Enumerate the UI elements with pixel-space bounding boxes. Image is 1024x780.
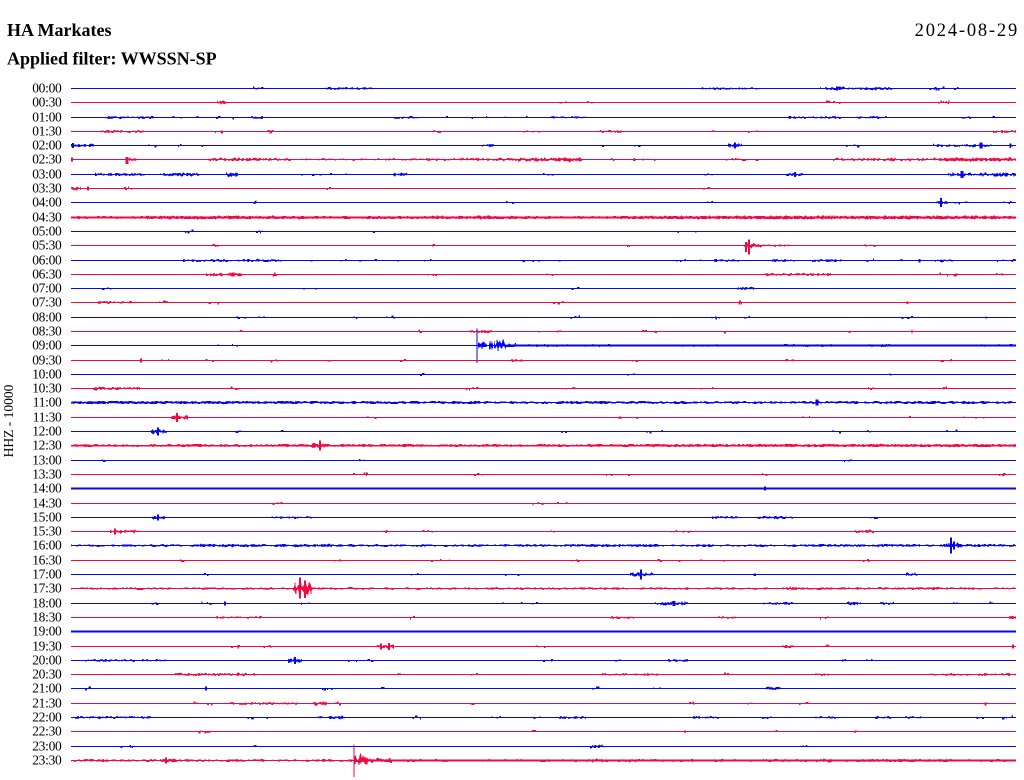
svg-text:16:00: 16:00 <box>32 537 62 552</box>
svg-text:21:00: 21:00 <box>32 680 62 695</box>
svg-text:08:00: 08:00 <box>32 309 62 324</box>
svg-text:19:00: 19:00 <box>32 623 62 638</box>
svg-text:17:30: 17:30 <box>32 580 62 595</box>
svg-text:11:00: 11:00 <box>33 394 62 409</box>
svg-text:08:30: 08:30 <box>32 323 62 338</box>
svg-text:23:00: 23:00 <box>32 738 62 753</box>
svg-text:13:30: 13:30 <box>32 466 62 481</box>
svg-text:04:00: 04:00 <box>32 194 62 209</box>
svg-text:06:00: 06:00 <box>32 252 62 267</box>
svg-text:HA Markates: HA Markates <box>7 20 111 40</box>
svg-text:13:00: 13:00 <box>32 452 62 467</box>
svg-text:02:00: 02:00 <box>32 137 62 152</box>
svg-text:Applied filter: WWSSN-SP: Applied filter: WWSSN-SP <box>7 49 217 69</box>
svg-text:07:30: 07:30 <box>32 294 62 309</box>
svg-text:22:30: 22:30 <box>32 723 62 738</box>
svg-text:20:30: 20:30 <box>32 666 62 681</box>
svg-text:15:00: 15:00 <box>32 509 62 524</box>
svg-text:14:00: 14:00 <box>32 480 62 495</box>
svg-text:12:30: 12:30 <box>32 437 62 452</box>
svg-text:07:00: 07:00 <box>32 280 62 295</box>
svg-text:20:00: 20:00 <box>32 652 62 667</box>
svg-text:05:00: 05:00 <box>32 223 62 238</box>
svg-text:14:30: 14:30 <box>32 495 62 510</box>
svg-text:05:30: 05:30 <box>32 237 62 252</box>
svg-text:18:30: 18:30 <box>32 609 62 624</box>
svg-text:HHZ - 10000: HHZ - 10000 <box>1 384 16 457</box>
svg-text:16:30: 16:30 <box>32 552 62 567</box>
svg-text:09:30: 09:30 <box>32 352 62 367</box>
svg-text:00:30: 00:30 <box>32 94 62 109</box>
svg-text:22:00: 22:00 <box>32 709 62 724</box>
svg-text:01:30: 01:30 <box>32 123 62 138</box>
svg-text:04:30: 04:30 <box>32 209 62 224</box>
svg-text:02:30: 02:30 <box>32 151 62 166</box>
svg-text:18:00: 18:00 <box>32 595 62 610</box>
svg-text:19:30: 19:30 <box>32 638 62 653</box>
svg-text:09:00: 09:00 <box>32 337 62 352</box>
svg-text:03:00: 03:00 <box>32 166 62 181</box>
svg-text:21:30: 21:30 <box>32 695 62 710</box>
svg-text:01:00: 01:00 <box>32 109 62 124</box>
svg-text:15:30: 15:30 <box>32 523 62 538</box>
svg-text:03:30: 03:30 <box>32 180 62 195</box>
svg-text:11:30: 11:30 <box>33 409 62 424</box>
svg-text:12:00: 12:00 <box>32 423 62 438</box>
svg-text:00:00: 00:00 <box>32 80 62 95</box>
svg-text:2024-08-29: 2024-08-29 <box>915 21 1019 41</box>
svg-text:10:00: 10:00 <box>32 366 62 381</box>
svg-text:17:00: 17:00 <box>32 566 62 581</box>
svg-text:23:30: 23:30 <box>32 752 62 767</box>
svg-text:06:30: 06:30 <box>32 266 62 281</box>
svg-text:10:30: 10:30 <box>32 380 62 395</box>
